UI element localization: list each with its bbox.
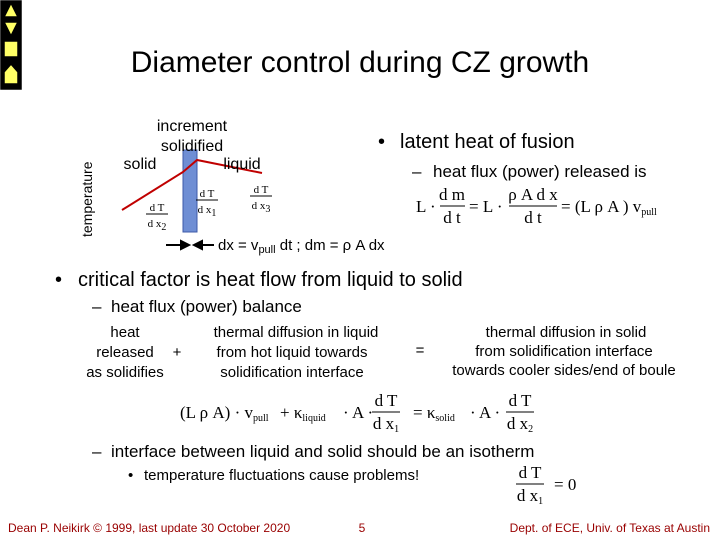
motion-sub: pull xyxy=(258,244,275,256)
eq-term: L · xyxy=(416,197,436,216)
motion-rest: dt ; dm = ρ A dx xyxy=(276,237,385,254)
eq-term: = (L ρ A ) vpull xyxy=(561,197,657,218)
numerator: d T xyxy=(200,188,215,200)
bullet-marker: • xyxy=(128,467,133,484)
motion-text: dx = vpull dt ; dm = ρ A dx xyxy=(218,237,385,256)
term-line: released xyxy=(96,344,154,361)
numerator: d m xyxy=(439,185,465,204)
denominator: d x2 xyxy=(148,218,167,233)
nav-icons[interactable] xyxy=(0,0,22,90)
den-text: d x xyxy=(148,218,162,230)
term-line: as solidifies xyxy=(86,364,164,381)
equals: = xyxy=(416,342,425,359)
footer-dept: Dept. of ECE, Univ. of Texas at Austin xyxy=(510,521,710,535)
eq-term: · A · xyxy=(470,403,500,422)
numerator: d T xyxy=(519,463,542,482)
denominator: d x2 xyxy=(507,414,533,435)
denominator: d x1 xyxy=(517,486,543,507)
term-line: thermal diffusion in solid xyxy=(486,324,647,341)
den-text: d x xyxy=(517,486,539,505)
eq-term: + κliquid xyxy=(280,403,326,424)
bullet-marker: • xyxy=(378,131,385,153)
denominator: d x1 xyxy=(373,414,399,435)
term-line: thermal diffusion in liquid xyxy=(214,324,379,341)
footer-author: Dean P. Neikirk © 1999, last update 30 O… xyxy=(8,521,290,535)
sub-text: heat flux (power) released is xyxy=(433,162,647,181)
term-line: from hot liquid towards xyxy=(217,344,368,361)
equation: L · d m d t = L · ρ A d x d t = (L ρ A )… xyxy=(416,185,657,227)
motion-arrows xyxy=(166,239,214,251)
term-line: solidification interface xyxy=(220,364,363,381)
footer-page: 5 xyxy=(359,521,366,535)
nav-home[interactable] xyxy=(3,62,19,85)
plus: + xyxy=(173,344,182,361)
bullet-text: temperature fluctuations cause problems! xyxy=(144,467,419,484)
den-sub: 1 xyxy=(211,208,216,219)
eq-sub: liquid xyxy=(302,413,325,424)
denominator: d x1 xyxy=(198,204,217,219)
sub-marker: – xyxy=(92,297,102,316)
solid-label: solid xyxy=(124,156,157,173)
eq-text: + κ xyxy=(280,403,303,422)
den-sub: 2 xyxy=(161,222,166,233)
numerator: d T xyxy=(150,202,165,214)
title: Diameter control during CZ growth xyxy=(131,46,590,79)
eq-term: = L · xyxy=(469,197,503,216)
numerator: d T xyxy=(509,391,532,410)
den-sub: 2 xyxy=(528,424,533,435)
sub-marker: – xyxy=(92,442,102,461)
bullet-text: critical factor is heat flow from liquid… xyxy=(78,269,463,291)
eq-sub: pull xyxy=(253,413,269,424)
nav-up[interactable] xyxy=(2,1,20,18)
increment-label: solidified xyxy=(161,138,223,155)
sub-text: heat flux (power) balance xyxy=(111,297,302,316)
increment-label: increment xyxy=(157,118,228,135)
bullet-marker: • xyxy=(55,269,62,291)
liquid-label: liquid xyxy=(223,156,260,173)
increment-box xyxy=(182,149,198,233)
numerator: d T xyxy=(375,391,398,410)
eq-term: = 0 xyxy=(554,475,576,494)
sub-marker: – xyxy=(412,162,422,181)
axis-label: temperature xyxy=(79,161,95,237)
eq-term: (L ρ A) · vpull xyxy=(180,403,269,424)
motion-lead: dx = v xyxy=(218,237,259,254)
eq-sub: solid xyxy=(435,413,454,424)
bullet-text: latent heat of fusion xyxy=(400,131,575,153)
term-line: heat xyxy=(110,324,140,341)
denominator: d t xyxy=(443,208,461,227)
nav-down[interactable] xyxy=(2,21,20,38)
den-sub: 1 xyxy=(538,496,543,507)
eq-text: = (L ρ A ) v xyxy=(561,197,642,216)
gradient: d T d x2 d T d x1 d T d x3 xyxy=(146,184,272,233)
eq-text: = κ xyxy=(413,403,436,422)
den-text: d x xyxy=(198,204,212,216)
den-sub: 3 xyxy=(265,204,270,215)
term-line: from solidification interface xyxy=(475,343,653,360)
numerator: ρ A d x xyxy=(508,185,558,204)
equation: d T d x1 = 0 xyxy=(516,463,576,507)
temperature-profile xyxy=(121,158,263,211)
eq-text: (L ρ A) · v xyxy=(180,403,253,422)
den-text: d x xyxy=(373,414,395,433)
term-line: towards cooler sides/end of boule xyxy=(452,362,675,379)
den-text: d x xyxy=(252,200,266,212)
nav-back[interactable] xyxy=(3,40,19,58)
eq-sub: pull xyxy=(641,207,657,218)
denominator: d x3 xyxy=(252,200,271,215)
sub-text: interface between liquid and solid shoul… xyxy=(111,442,534,461)
denominator: d t xyxy=(524,208,542,227)
eq-term: · A · xyxy=(343,403,373,422)
den-sub: 1 xyxy=(394,424,399,435)
equation: (L ρ A) · vpull + κliquid · A · d T d x1… xyxy=(180,391,534,435)
den-text: d x xyxy=(507,414,529,433)
numerator: d T xyxy=(254,184,269,196)
eq-term: = κsolid xyxy=(413,403,455,424)
